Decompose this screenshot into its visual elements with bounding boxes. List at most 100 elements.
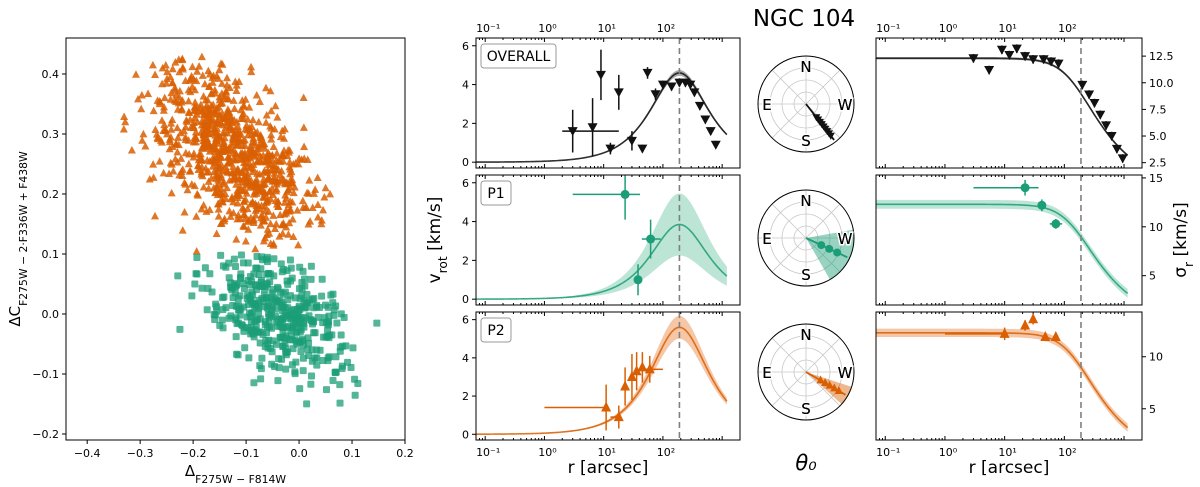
p1-star-point — [232, 333, 240, 341]
dispersion-top-tick-label: 10⁰ — [939, 22, 958, 35]
rotation-plot-area — [476, 38, 728, 168]
marker-down-triangle — [1101, 121, 1112, 131]
polar-marker — [826, 132, 835, 140]
polar-frame — [757, 323, 855, 421]
p2-star-point — [189, 149, 198, 157]
y-tick-label: −0.2 — [32, 428, 59, 441]
p1-star-point — [232, 302, 240, 310]
panel-label: OVERALL — [487, 49, 551, 65]
p2-star-point — [178, 171, 187, 180]
p1-star-point — [188, 292, 196, 300]
p2-star-point — [227, 139, 236, 148]
marker-circle — [1037, 200, 1047, 210]
p2-star-point — [138, 136, 147, 144]
p2-star-point — [295, 154, 304, 162]
dispersion-top-tick-label: 10¹ — [998, 22, 1016, 35]
p1-star-point — [282, 365, 290, 373]
p2-star-point — [141, 141, 150, 150]
dispersion-data-point — [1037, 199, 1047, 212]
p2-star-point — [213, 116, 222, 125]
compass-label-text-n: N — [800, 58, 811, 76]
p2-star-point — [245, 177, 254, 185]
p2-star-point — [213, 139, 222, 147]
marker-down-triangle — [1089, 99, 1100, 108]
marker-down-triangle — [996, 45, 1007, 55]
y-tick-label: 0.1 — [42, 248, 60, 261]
p2-star-point — [192, 247, 201, 255]
dispersion-data-point — [973, 179, 1039, 196]
p2-star-point — [165, 144, 174, 153]
dispersion-data-point — [1038, 55, 1049, 65]
p2-star-point — [182, 116, 191, 124]
p1-star-point — [322, 333, 330, 341]
marker-circle — [1020, 183, 1030, 193]
y-tick-label: 5 — [1149, 403, 1156, 416]
polar-marker — [816, 375, 825, 384]
p1-star-point — [274, 322, 282, 330]
rotation-profiles: 0 2 4 6 10⁻¹ 10⁰ 10¹ 10² OVERALL 0 2 4 6 P1 0 2 4 6 10⁻¹ 10… — [425, 22, 741, 478]
dispersion-data-point — [968, 53, 979, 64]
p2-star-point — [286, 165, 295, 173]
dispersion-data-point — [944, 327, 1010, 341]
rotation-bottom-tick-label: 10⁰ — [538, 446, 557, 459]
dispersion-data-point — [1011, 44, 1022, 54]
p2-star-point — [262, 213, 271, 221]
marker-circle — [1051, 219, 1061, 229]
p1-star-point — [191, 280, 199, 288]
p2-star-point — [214, 205, 223, 213]
p1-star-point — [203, 306, 211, 314]
p2-star-point — [236, 136, 245, 145]
p2-star-point — [144, 89, 153, 98]
p1-star-point — [272, 340, 280, 348]
rotation-data-point — [631, 352, 642, 391]
dispersion-data-point — [1101, 121, 1112, 131]
y-tick-label: 12.5 — [1149, 50, 1174, 63]
p2-star-point — [167, 125, 176, 133]
p2-star-point — [276, 132, 285, 141]
rotation-plot-area — [476, 175, 728, 305]
polar-frame — [757, 189, 855, 287]
marker-up-triangle — [613, 411, 624, 422]
p2-star-point — [251, 211, 260, 219]
angle-uncertainty-wedge — [806, 229, 854, 280]
p2-star-point — [192, 212, 201, 220]
p1-star-point — [342, 342, 350, 350]
model-confidence-band — [476, 193, 727, 300]
p2-star-point — [168, 64, 177, 73]
p2-star-point — [185, 76, 194, 84]
p1-star-point — [281, 339, 289, 347]
marker-down-triangle — [710, 140, 721, 150]
y-tick-label: 4 — [462, 79, 469, 92]
p2-star-point — [159, 106, 168, 114]
p1-star-point — [270, 255, 278, 263]
model-curve — [476, 72, 728, 163]
p2-star-point — [239, 101, 248, 109]
p1-star-point — [239, 259, 247, 267]
rotation-top-tick-label: 10² — [657, 22, 675, 35]
dispersion-data-point — [1028, 55, 1039, 65]
p2-star-point — [273, 113, 282, 121]
p2-star-point — [159, 126, 168, 135]
compass-label-w: W — [838, 364, 853, 382]
rotation-data-point — [620, 367, 631, 406]
dispersion-plot-area — [876, 38, 1129, 168]
p2-star-point — [240, 210, 249, 219]
p2-star-point — [201, 139, 210, 147]
compass-label-text-s: S — [801, 132, 811, 150]
p2-star-point — [190, 181, 199, 190]
p2-star-point — [266, 121, 275, 130]
dispersion-data-point — [1020, 319, 1031, 331]
p1-star-point — [247, 324, 255, 332]
p2-star-point — [184, 96, 193, 105]
p2-star-point — [265, 187, 274, 196]
p2-star-point — [223, 167, 232, 176]
p2-star-point — [198, 116, 207, 125]
p1-star-point — [297, 326, 305, 334]
p1-star-point — [225, 314, 233, 322]
p2-star-point — [321, 183, 330, 192]
p2-star-point — [281, 179, 290, 188]
marker-down-triangle — [587, 123, 598, 133]
p2-star-point — [288, 215, 297, 223]
p2-star-point — [298, 196, 307, 205]
p2-star-point — [208, 78, 217, 86]
